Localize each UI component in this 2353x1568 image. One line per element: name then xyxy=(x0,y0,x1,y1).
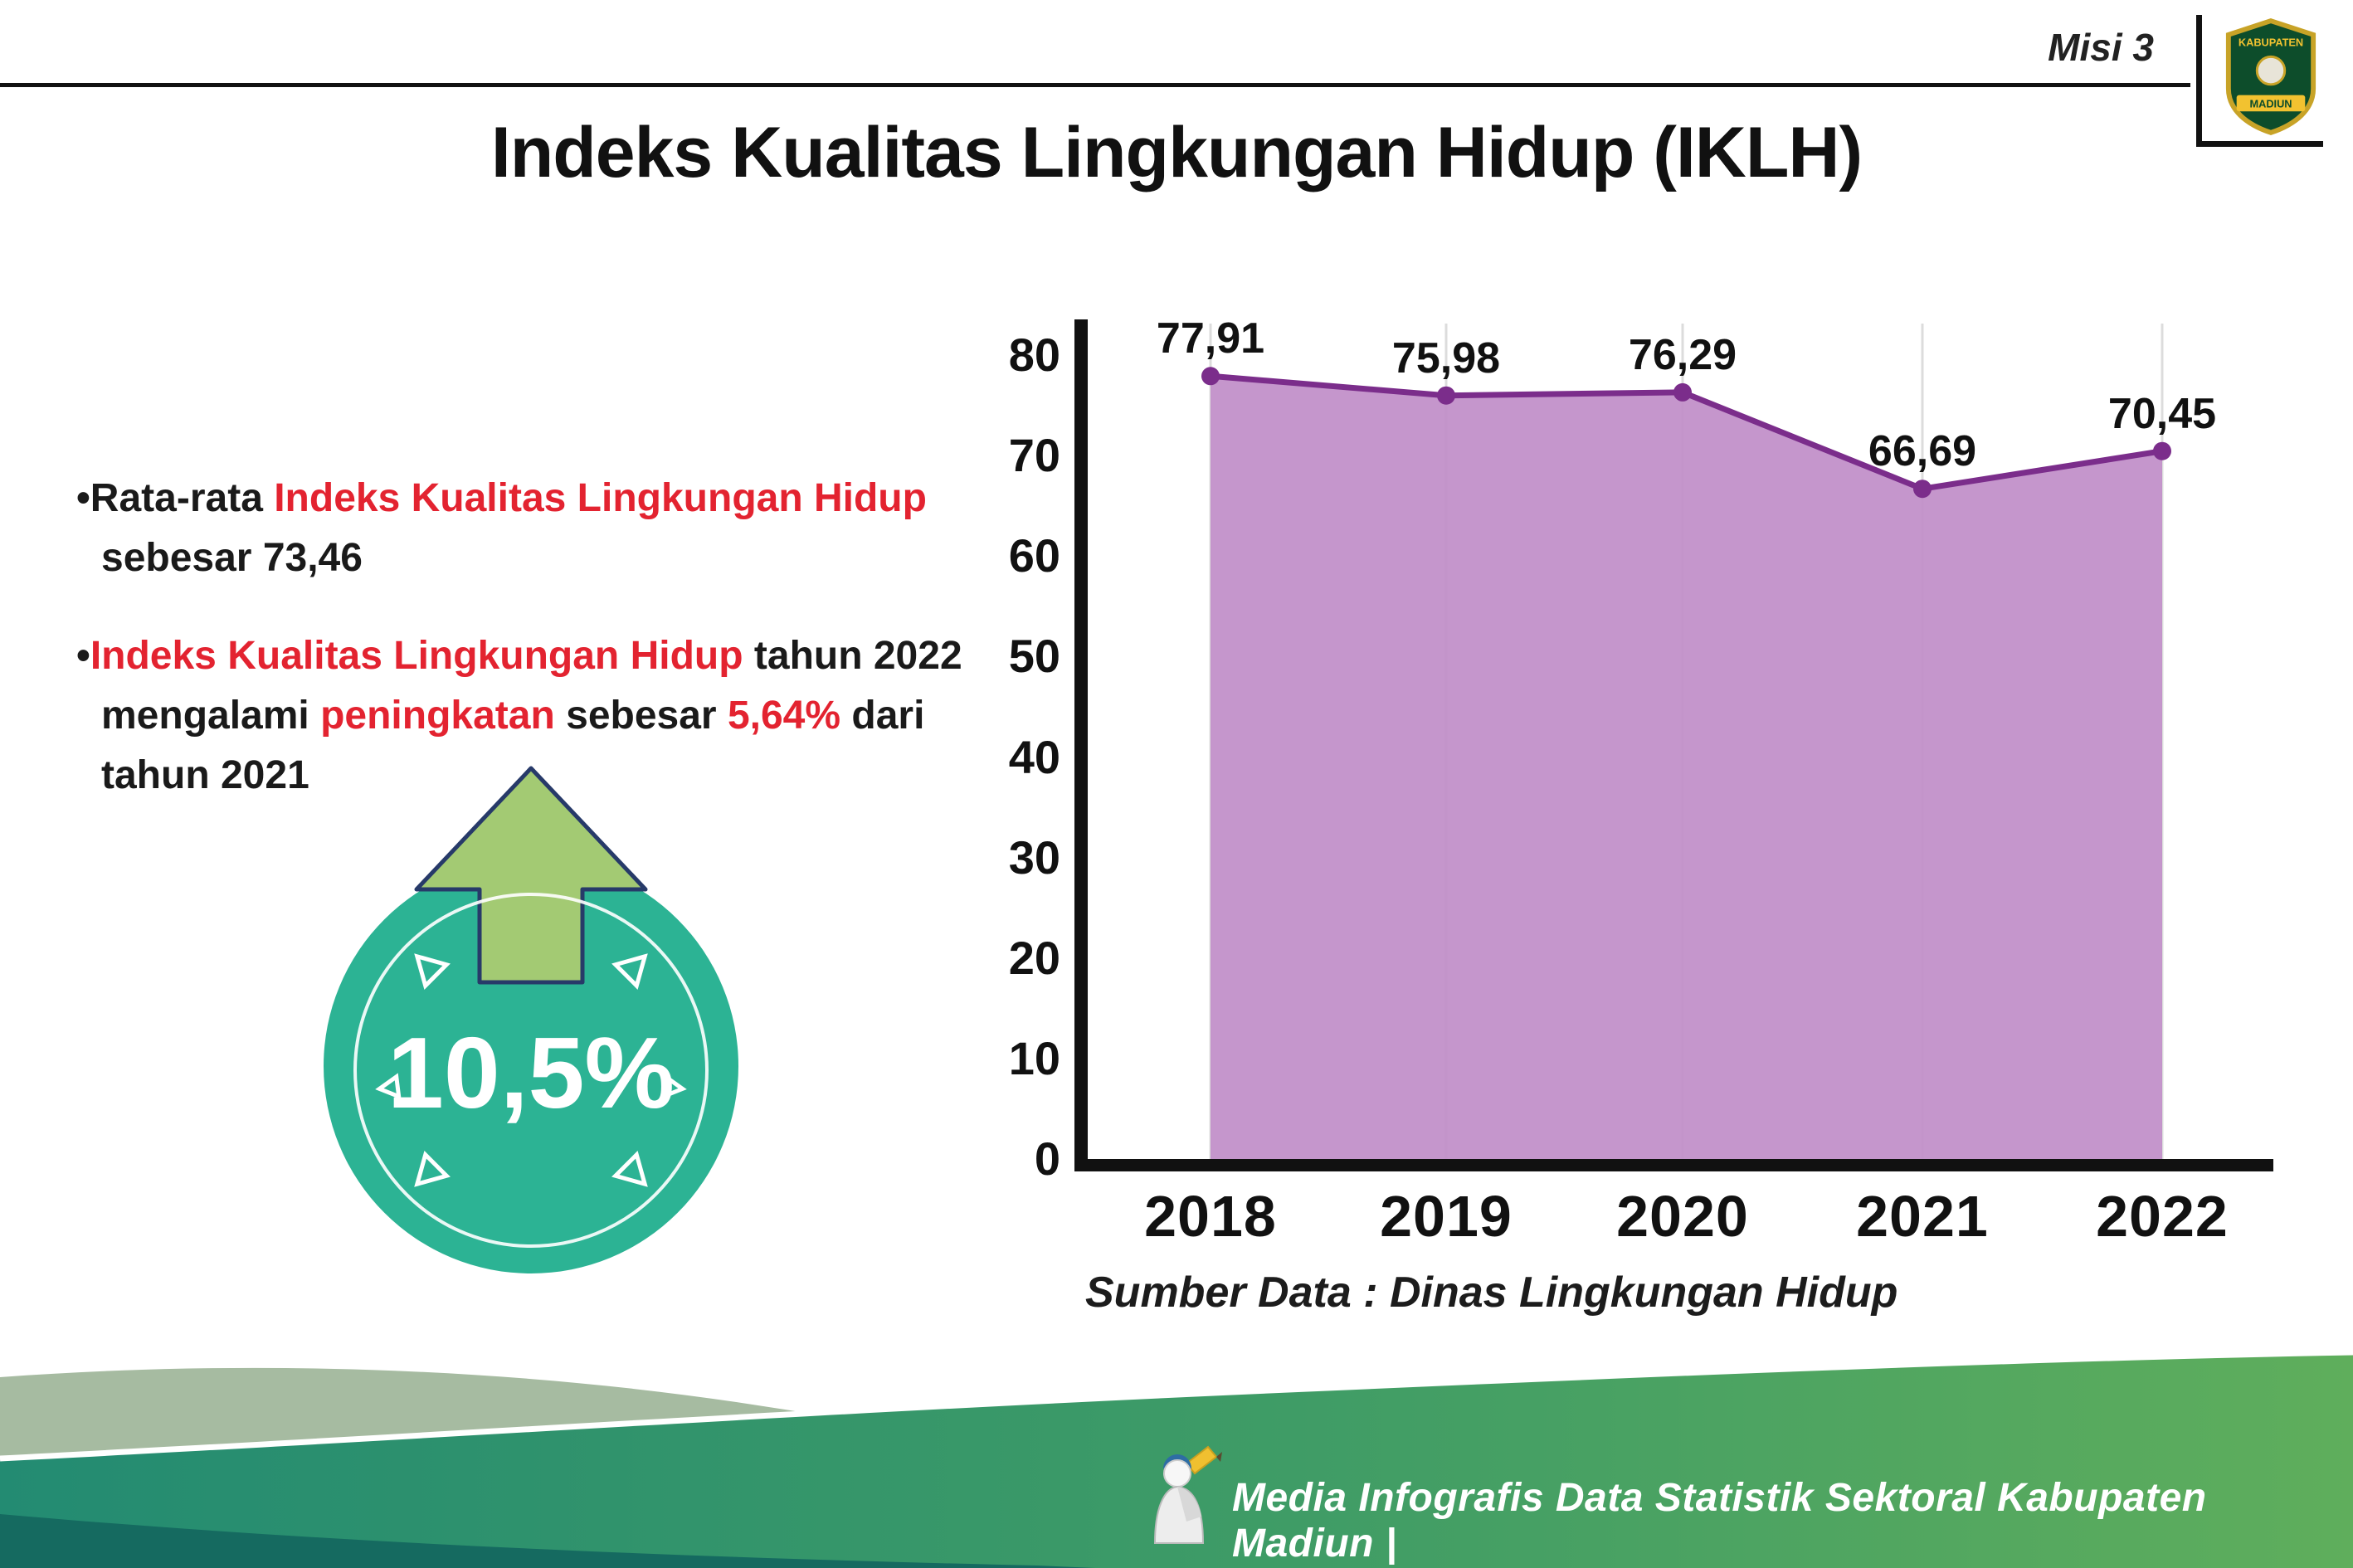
x-category-label: 2021 xyxy=(1856,1184,1989,1249)
bullet-segment: dari tahun 2021 xyxy=(101,694,925,797)
bullet-segment: •Rata-rata xyxy=(76,476,275,520)
up-arrow-icon xyxy=(414,766,648,985)
source-note: Sumber Data : Dinas Lingkungan Hidup xyxy=(1085,1269,1898,1317)
page-title: Indeks Kualitas Lingkungan Hidup (IKLH) xyxy=(490,113,1863,192)
data-point xyxy=(1437,386,1455,405)
y-tick-label: 70 xyxy=(1009,429,1060,481)
bullet-item: •Rata-rata Indeks Kualitas Lingkungan Hi… xyxy=(76,469,1006,588)
footer-credit: Media Infografis Data Statistik Sektoral… xyxy=(1232,1476,2207,1566)
logo-top-text: KABUPATEN xyxy=(2239,37,2303,49)
y-tick-label: 30 xyxy=(1009,831,1060,884)
badge-inner-ring xyxy=(353,893,709,1248)
x-category-label: 2022 xyxy=(2096,1184,2229,1249)
y-tick-label: 10 xyxy=(1009,1032,1060,1084)
value-label: 77,91 xyxy=(1157,314,1264,363)
bullet-segment: sebesar xyxy=(554,694,728,738)
value-label: 66,69 xyxy=(1868,427,1976,475)
data-point xyxy=(2153,441,2171,460)
misi-label: Misi 3 xyxy=(2048,26,2154,69)
footer-dark-band xyxy=(0,1514,1095,1568)
y-tick-label: 50 xyxy=(1009,630,1060,682)
data-point xyxy=(1673,382,1692,402)
kabupaten-madiun-logo: KABUPATEN MADIUN xyxy=(2225,18,2316,135)
x-category-label: 2020 xyxy=(1616,1184,1749,1249)
logo-bottom-text: MADIUN xyxy=(2249,97,2292,110)
logo-emblem xyxy=(2255,55,2287,86)
value-label: 75,98 xyxy=(1392,334,1500,382)
x-category-label: 2019 xyxy=(1380,1184,1513,1249)
bullet-segment: sebesar 73,46 xyxy=(101,536,363,580)
y-axis xyxy=(1074,319,1088,1171)
badge-value: 10,5% xyxy=(387,1016,675,1129)
y-tick-label: 80 xyxy=(1009,329,1060,381)
value-label: 76,29 xyxy=(1629,331,1737,379)
data-point xyxy=(1201,367,1220,386)
iklh-area-chart: 77,91 75,98 76,29 66,69 70,45 0 10 20 30 40 50 60 70… xyxy=(1009,314,2273,1249)
header-rule xyxy=(0,83,2190,87)
bullet-item: •Indeks Kualitas Lingkungan Hidup tahun … xyxy=(76,626,1006,806)
x-category-label: 2018 xyxy=(1144,1184,1277,1249)
mascot-icon xyxy=(1153,1445,1222,1544)
growth-badge: 10,5% xyxy=(324,766,738,1273)
y-tick-label: 0 xyxy=(1035,1132,1060,1185)
badge-tick-marks xyxy=(375,953,687,1187)
bullet-list: •Rata-rata Indeks Kualitas Lingkungan Hi… xyxy=(76,469,1006,844)
badge-circle xyxy=(324,859,738,1273)
x-axis xyxy=(1074,1159,2273,1171)
y-tick-label: 40 xyxy=(1009,731,1060,783)
y-tick-label: 20 xyxy=(1009,932,1060,984)
bullet-segment: 5,64% xyxy=(727,694,841,738)
logo-frame: KABUPATEN MADIUN xyxy=(2196,15,2323,147)
y-tick-label: 60 xyxy=(1009,529,1060,582)
footer-white-edge xyxy=(0,1349,2353,1462)
bullet-segment: • xyxy=(76,634,90,678)
area-fill xyxy=(1211,376,2162,1159)
bullet-segment: tahun 2022 mengalami xyxy=(101,634,962,738)
bullet-segment: peningkatan xyxy=(320,694,555,738)
bullet-segment: Indeks Kualitas Lingkungan Hidup xyxy=(90,634,743,678)
value-label: 70,45 xyxy=(2108,390,2216,438)
data-point xyxy=(1913,480,1932,499)
bullet-segment: Indeks Kualitas Lingkungan Hidup xyxy=(274,476,927,520)
